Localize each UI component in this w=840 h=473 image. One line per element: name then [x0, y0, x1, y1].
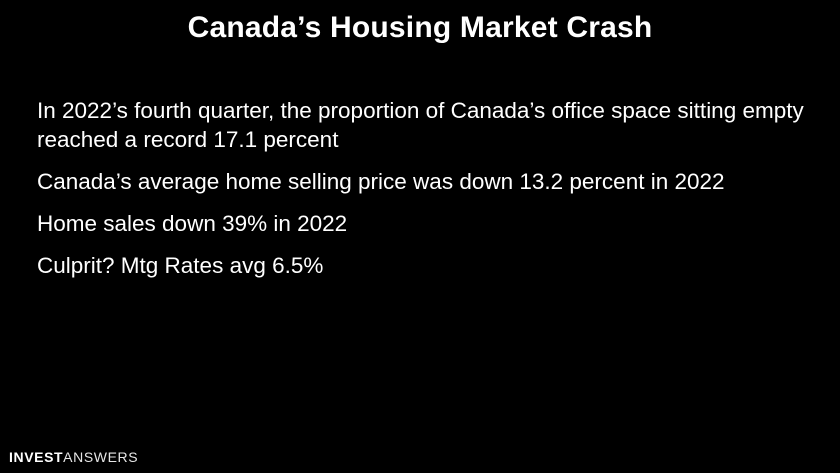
logo-light-text: ANSWERS — [63, 449, 139, 465]
investanswers-logo: INVESTANSWERS — [9, 449, 138, 465]
bullet-mortgage-rates: Culprit? Mtg Rates avg 6.5% — [37, 253, 324, 278]
logo-bold-text: INVEST — [9, 449, 64, 465]
bullet-list: In 2022’s fourth quarter, the proportion… — [37, 96, 807, 293]
bullet-home-sales: Home sales down 39% in 2022 — [37, 211, 348, 236]
slide-title: Canada’s Housing Market Crash — [187, 11, 653, 44]
bullet-office-vacancy: In 2022’s fourth quarter, the proportion… — [37, 98, 804, 152]
bullet-home-price: Canada’s average home selling price was … — [37, 169, 725, 194]
